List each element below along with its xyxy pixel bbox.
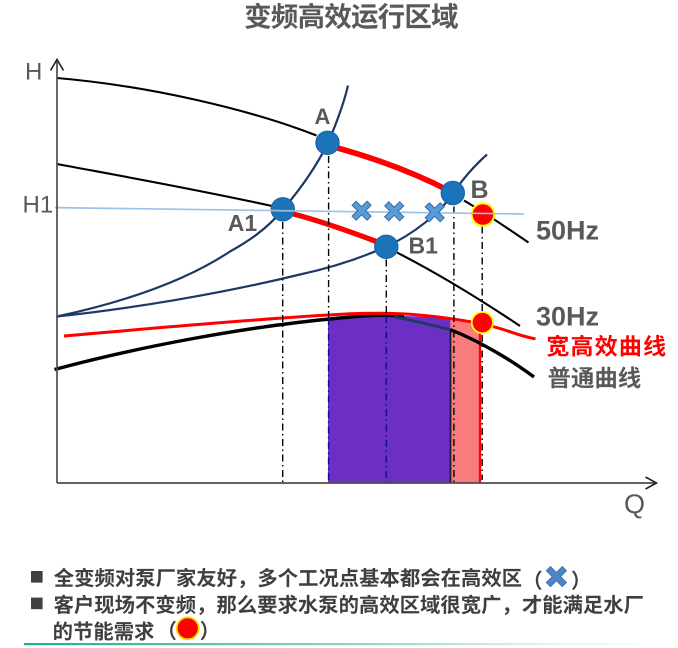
svg-text:B: B (471, 176, 489, 204)
svg-text:B1: B1 (409, 233, 439, 259)
svg-text:H1: H1 (23, 192, 54, 219)
svg-text:A1: A1 (228, 210, 258, 236)
svg-text:30Hz: 30Hz (536, 302, 599, 332)
svg-text:50Hz: 50Hz (536, 216, 599, 246)
svg-text:H: H (25, 59, 42, 86)
svg-text:A: A (315, 104, 331, 129)
svg-text:Q: Q (624, 489, 645, 519)
